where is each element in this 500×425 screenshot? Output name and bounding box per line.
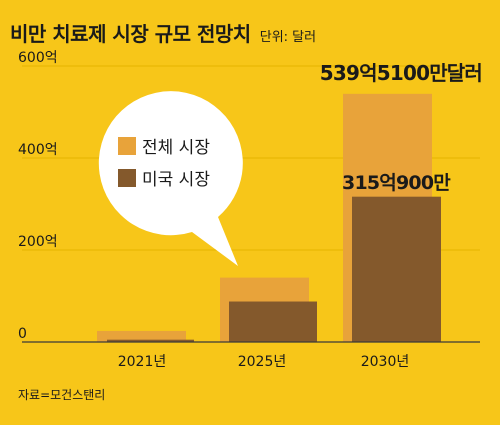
chart-header: 비만 치료제 시장 규모 전망치 단위: 달러 — [10, 18, 316, 47]
y-tick-label: 0 — [18, 326, 27, 342]
legend-swatch-us — [118, 169, 136, 187]
data-label-us-2030: 315억900만 — [342, 172, 451, 194]
bar-total-market — [97, 330, 186, 342]
legend-label-us: 미국 시장 — [142, 170, 210, 190]
data-label-total-2030: 539억5100만달러 — [320, 61, 482, 85]
x-tick-label: 2030년 — [361, 354, 410, 370]
chart-title: 비만 치료제 시장 규모 전망치 — [10, 22, 251, 46]
legend-swatch-total — [118, 137, 136, 155]
y-tick-label: 200억 — [18, 234, 58, 250]
legend-bubble — [98, 91, 243, 266]
bar-us-market — [229, 301, 317, 342]
y-tick-label: 400억 — [18, 142, 58, 158]
bar-us-market — [107, 339, 194, 342]
x-tick-label: 2025년 — [238, 354, 287, 370]
x-tick-label: 2021년 — [118, 354, 167, 370]
bar-us-market — [352, 196, 441, 342]
source-note: 자료=모건스탠리 — [18, 388, 106, 402]
unit-label: 단위: 달러 — [259, 30, 317, 45]
y-tick-label: 600억 — [18, 50, 58, 66]
legend-label-total: 전체 시장 — [142, 138, 210, 158]
